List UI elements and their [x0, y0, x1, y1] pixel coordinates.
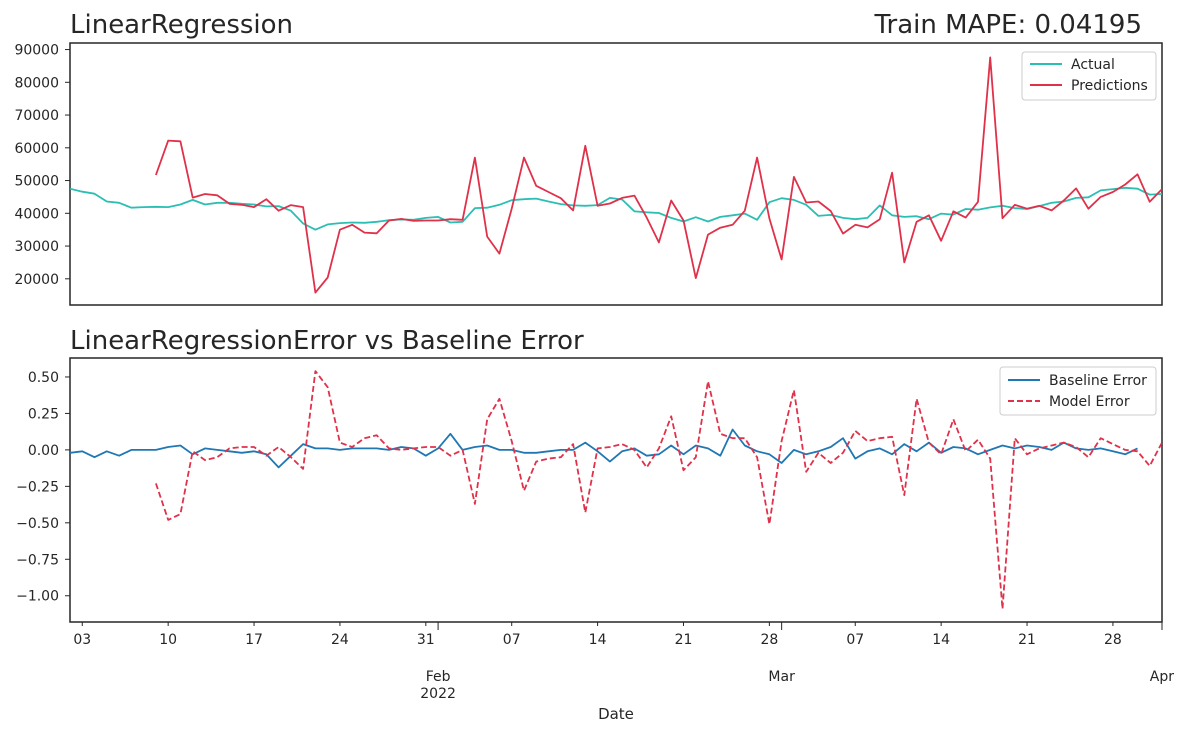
top-series-lines — [70, 56, 1162, 294]
x-tick-label: 10 — [159, 632, 177, 648]
bottom-chart-title: LinearRegressionError vs Baseline Error — [70, 326, 584, 356]
series-line-baseline-error — [70, 428, 1138, 469]
top-y-tick-label: 30000 — [14, 239, 59, 255]
x-tick-label: 21 — [675, 632, 693, 648]
top-y-tick-label: 20000 — [14, 272, 59, 288]
x-tick-label: 14 — [589, 632, 607, 648]
top-y-tick-label: 90000 — [14, 43, 59, 59]
series-line-predictions — [155, 56, 1162, 294]
bottom-series-lines — [70, 370, 1162, 610]
bottom-plot-frame — [69, 357, 1163, 623]
x-tick-label: 28 — [760, 632, 778, 648]
x-axis-label: Date — [598, 705, 634, 723]
bottom-y-tick-label: −0.75 — [16, 552, 59, 568]
series-line-model-error — [155, 370, 1162, 610]
top-y-tick-label: 70000 — [14, 108, 59, 124]
bottom-y-tick-label: 0.25 — [28, 406, 59, 422]
top-panel: LinearRegression Train MAPE: 0.04195 200… — [14, 10, 1163, 306]
x-tick-label: 31 — [417, 632, 435, 648]
bottom-y-tick-label: 0.00 — [28, 443, 59, 459]
top-legend: Actual Predictions — [1021, 51, 1157, 101]
x-tick-label: 14 — [932, 632, 950, 648]
legend-label-model-error: Model Error — [1049, 394, 1130, 410]
top-chart-title: LinearRegression — [70, 10, 293, 40]
x-tick-label: 03 — [73, 632, 91, 648]
top-y-tick-label: 60000 — [14, 141, 59, 157]
legend-label-baseline-error: Baseline Error — [1049, 373, 1147, 389]
bottom-legend: Baseline Error Model Error — [999, 366, 1157, 416]
train-mape-label: Train MAPE: 0.04195 — [873, 10, 1142, 40]
x-month-label: Feb — [426, 669, 451, 685]
x-tick-label: 07 — [503, 632, 521, 648]
top-plot-frame — [69, 42, 1163, 306]
bottom-y-axis: −1.00 −0.75 −0.50 −0.25 0.00 0.25 0.50 — [16, 370, 70, 605]
x-tick-label: 24 — [331, 632, 349, 648]
top-y-tick-label: 50000 — [14, 174, 59, 190]
top-y-axis: 20000 30000 40000 50000 60000 70000 80000 90000 — [14, 43, 70, 288]
bottom-y-tick-label: 0.50 — [28, 370, 59, 386]
series-line-actual — [70, 186, 1162, 231]
legend-label-actual: Actual — [1071, 57, 1115, 73]
x-tick-label: 21 — [1018, 632, 1036, 648]
bottom-y-tick-label: −0.25 — [16, 479, 59, 495]
x-month-label: Apr — [1150, 669, 1174, 685]
x-tick-label: 07 — [846, 632, 864, 648]
legend-label-predictions: Predictions — [1071, 78, 1148, 94]
x-tick-label: 28 — [1104, 632, 1122, 648]
x-month-label: Mar — [768, 669, 795, 685]
bottom-y-tick-label: −1.00 — [16, 589, 59, 605]
bottom-y-tick-label: −0.50 — [16, 516, 59, 532]
bottom-panel: LinearRegressionError vs Baseline Error … — [16, 326, 1174, 723]
top-y-tick-label: 40000 — [14, 206, 59, 222]
top-y-tick-label: 80000 — [14, 75, 59, 91]
x-year-label: 2022 — [420, 686, 456, 702]
x-tick-label: 17 — [245, 632, 263, 648]
